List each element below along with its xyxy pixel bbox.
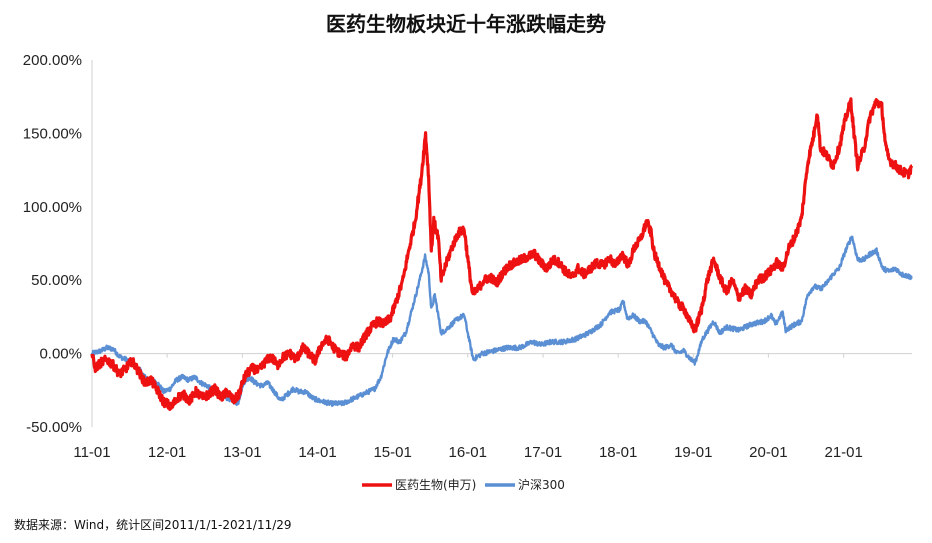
y-tick-label: -50.00% — [26, 419, 82, 436]
chart-title: 医药生物板块近十年涨跌幅走势 — [326, 12, 606, 36]
x-tick-label: 12-01 — [148, 444, 186, 461]
chart-axes — [91, 60, 912, 427]
x-axis-ticks: 11-01 12-01 13-01 14-01 15-01 16-01 17-01 18-01… — [73, 353, 863, 461]
y-tick-label: 50.00% — [31, 272, 82, 289]
series-line-pharma — [90, 97, 914, 411]
x-tick-label: 15-01 — [373, 444, 411, 461]
y-tick-label: 0.00% — [39, 346, 82, 363]
x-tick-label: 13-01 — [223, 444, 261, 461]
y-tick-label: 200.00% — [23, 52, 82, 69]
x-tick-label: 17-01 — [524, 444, 562, 461]
x-tick-label: 18-01 — [599, 444, 637, 461]
source-note: 数据来源：Wind，统计区间2011/1/1-2021/11/29 — [14, 518, 292, 532]
x-tick-label: 20-01 — [749, 444, 787, 461]
chart-legend: 医药生物(申万) 沪深300 — [362, 478, 565, 492]
x-tick-label: 21-01 — [824, 444, 862, 461]
x-tick-label: 11-01 — [73, 444, 110, 461]
series-layer — [90, 97, 914, 411]
y-tick-label: 150.00% — [23, 125, 82, 142]
x-tick-label: 19-01 — [674, 444, 712, 461]
legend-label: 医药生物(申万) — [395, 478, 476, 492]
x-tick-label: 16-01 — [449, 444, 487, 461]
series-line-csi300 — [90, 235, 913, 407]
y-axis-ticks: 200.00% 150.00% 100.00% 50.00% 0.00% -50.00% — [23, 52, 82, 436]
y-tick-label: 100.00% — [23, 199, 82, 216]
x-tick-label: 14-01 — [298, 444, 336, 461]
legend-label: 沪深300 — [518, 478, 565, 492]
